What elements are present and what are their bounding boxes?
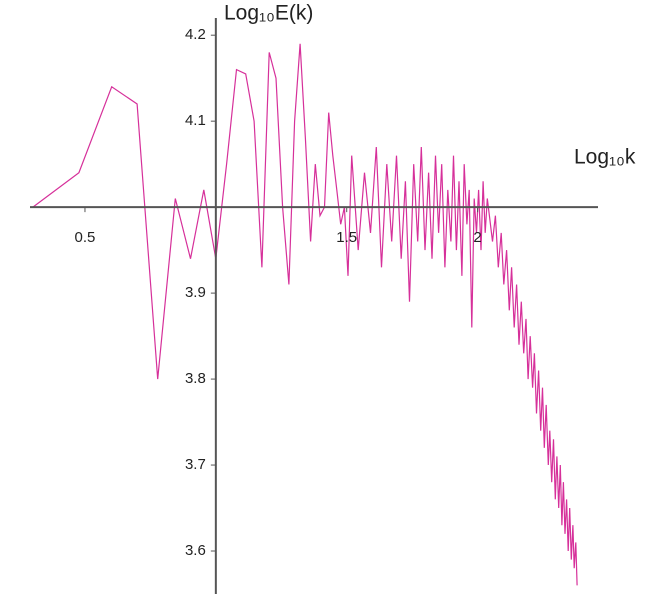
y-tick-label: 3.6 (185, 542, 206, 559)
y-tick-label: 3.8 (185, 370, 206, 387)
y-tick-label: 3.9 (185, 284, 206, 301)
data-line (32, 43, 578, 586)
y-tick-label: 3.7 (185, 456, 206, 473)
y-tick-label: 4.2 (185, 26, 206, 43)
y-tick-label: 4.1 (185, 112, 206, 129)
x-axis-label: Log₁₀k (574, 146, 636, 169)
x-tick-label: 0.5 (75, 229, 96, 246)
x-tick-label: 1.5 (336, 229, 357, 246)
y-axis-label: Log₁₀E(k) (224, 2, 313, 25)
x-tick-label: 2 (473, 229, 481, 246)
